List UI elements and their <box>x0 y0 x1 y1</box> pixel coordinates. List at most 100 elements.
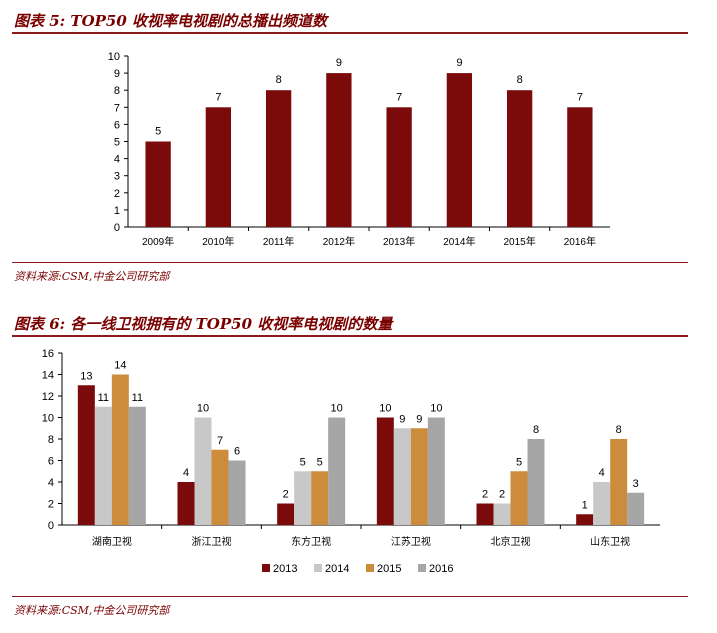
x-tick-label: 北京卫视 <box>491 535 531 548</box>
bar <box>506 90 533 227</box>
bar-2016 <box>427 417 445 525</box>
data-label: 1 <box>582 499 588 511</box>
y-tick-label: 2 <box>114 188 120 200</box>
data-label: 7 <box>215 91 221 103</box>
bar-2016 <box>128 406 146 525</box>
x-tick-label: 2011年 <box>263 235 295 248</box>
x-tick-label: 2009年 <box>142 235 174 248</box>
data-label: 5 <box>300 456 306 468</box>
data-label: 10 <box>430 403 442 415</box>
bar <box>265 90 292 227</box>
y-tick-label: 14 <box>42 370 54 382</box>
figure5-top-rule <box>12 32 688 34</box>
figure6-title: 图表 6: 各一线卫视拥有的 TOP50 收视率电视剧的数量 <box>14 315 393 333</box>
bar-2016 <box>527 439 545 525</box>
figure6-bottom-rule <box>12 596 688 597</box>
y-tick-label: 0 <box>48 520 54 532</box>
bar-2014 <box>194 417 212 525</box>
x-tick-label: 浙江卫视 <box>192 535 232 548</box>
legend-swatch-2016 <box>418 564 426 572</box>
x-tick-label: 东方卫视 <box>291 535 331 548</box>
x-tick-label: 山东卫视 <box>590 535 630 548</box>
y-tick-label: 10 <box>42 413 54 425</box>
y-tick-label: 8 <box>114 85 120 97</box>
data-label: 8 <box>276 74 282 86</box>
bar-2013 <box>576 514 594 525</box>
y-tick-label: 7 <box>114 102 120 114</box>
x-tick-label: 湖南卫视 <box>92 535 132 548</box>
data-label: 9 <box>456 57 462 69</box>
bar-2013 <box>277 503 295 525</box>
bar-2015 <box>311 471 329 525</box>
x-tick-label: 2012年 <box>323 235 355 248</box>
y-tick-label: 3 <box>114 171 120 183</box>
data-label: 13 <box>80 370 92 382</box>
y-tick-label: 8 <box>48 434 54 446</box>
legend-label: 2013 <box>273 563 297 575</box>
bar <box>205 107 232 227</box>
data-label: 4 <box>183 467 189 479</box>
data-label: 11 <box>132 392 143 404</box>
bar-2014 <box>393 428 411 525</box>
bar-2014 <box>94 406 112 525</box>
x-tick-label: 江苏卫视 <box>391 535 431 548</box>
figure5-title: 图表 5: TOP50 收视率电视剧的总播出频道数 <box>14 12 328 30</box>
data-label: 4 <box>599 467 605 479</box>
data-label: 10 <box>379 403 391 415</box>
bar-2014 <box>294 471 312 525</box>
legend-swatch-2015 <box>366 564 374 572</box>
data-label: 3 <box>633 478 639 490</box>
figure6-source: 资料来源:CSM,中金公司研究部 <box>14 604 170 617</box>
bar <box>326 73 352 227</box>
legend-swatch-2014 <box>314 564 322 572</box>
data-label: 9 <box>399 413 405 425</box>
bar-2013 <box>376 417 394 525</box>
data-label: 14 <box>114 360 126 372</box>
bar-2015 <box>410 428 428 525</box>
legend-label: 2015 <box>377 563 401 575</box>
data-label: 7 <box>217 435 223 447</box>
bar-2013 <box>476 503 494 525</box>
data-label: 11 <box>98 392 109 404</box>
y-tick-label: 9 <box>114 68 120 80</box>
y-tick-label: 1 <box>114 205 120 217</box>
legend-swatch-2013 <box>262 564 270 572</box>
data-label: 7 <box>396 91 402 103</box>
bar-2015 <box>211 449 229 525</box>
data-label: 10 <box>331 403 343 415</box>
bar <box>446 73 473 227</box>
bar-2014 <box>493 503 511 525</box>
x-tick-label: 2016年 <box>564 235 596 248</box>
legend-label: 2014 <box>325 563 349 575</box>
y-tick-label: 4 <box>114 154 120 166</box>
bar-2016 <box>627 492 645 525</box>
data-label: 5 <box>317 456 323 468</box>
bar-2015 <box>111 374 129 525</box>
chart-channels-per-year: 0 1 2 3 4 5 6 7 8 9 10 5 2009年 7 2010年 8 2011年 9 2012年 7 201… <box>108 51 610 248</box>
data-label: 2 <box>283 489 289 501</box>
bar-2015 <box>510 471 528 525</box>
y-tick-label: 16 <box>42 348 54 360</box>
figure5-bottom-rule <box>12 262 688 263</box>
bar-2014 <box>593 482 611 525</box>
data-label: 10 <box>197 403 209 415</box>
x-tick-label: 2010年 <box>202 235 234 248</box>
x-tick-label: 2013年 <box>383 235 415 248</box>
y-tick-label: 12 <box>42 391 54 403</box>
data-label: 2 <box>482 489 488 501</box>
data-label: 2 <box>499 489 505 501</box>
data-label: 6 <box>234 446 240 458</box>
figure5-source: 资料来源:CSM,中金公司研究部 <box>14 270 170 283</box>
y-tick-label: 4 <box>48 477 54 489</box>
data-label: 5 <box>516 456 522 468</box>
bar-2016 <box>328 417 346 525</box>
y-tick-label: 0 <box>114 222 120 234</box>
x-tick-label: 2014年 <box>443 235 475 248</box>
data-label: 7 <box>577 91 583 103</box>
data-label: 8 <box>533 424 539 436</box>
bar-2013 <box>177 482 195 525</box>
figure6-top-rule <box>12 335 688 337</box>
y-tick-label: 6 <box>114 119 120 131</box>
bar <box>567 107 593 227</box>
